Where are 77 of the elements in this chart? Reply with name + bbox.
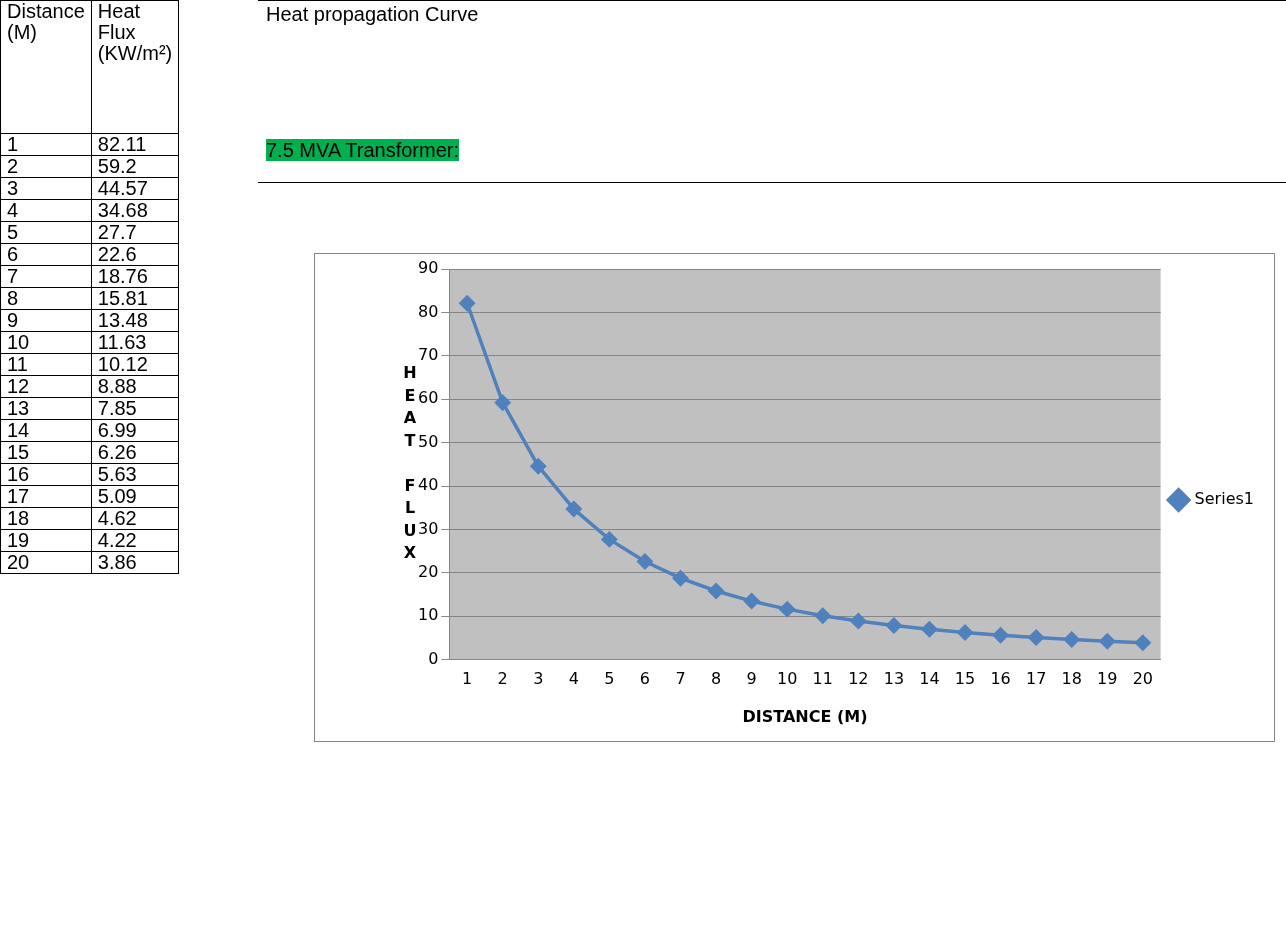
text: 13.48 (97, 309, 148, 331)
category-label: 4 (7, 199, 19, 221)
y-tick-label: 0 (428, 648, 439, 668)
text: 8.88 (97, 375, 137, 397)
category-label: 9 (7, 309, 19, 331)
text: Heat Flux (KW/m²) (91, 0, 179, 134)
legend-label: Series1 (1194, 489, 1255, 509)
text: 44.57 (97, 177, 148, 199)
category-label: 2 (7, 155, 19, 177)
text: 59.2 (97, 155, 137, 177)
category-label: 12 (7, 375, 30, 397)
y-tick-label: 90 (418, 258, 439, 278)
category-label: 13 (7, 397, 30, 419)
x-tick-label: 19 (1097, 669, 1118, 689)
x-tick-label: 17 (1025, 669, 1047, 689)
text: 5.63 (97, 463, 137, 485)
x-tick-label: 3 (533, 669, 544, 689)
x-tick-label: 14 (919, 669, 940, 689)
text: 27.7 (97, 221, 137, 243)
text: 3.86 (97, 551, 137, 573)
category-label: 19 (7, 529, 30, 551)
category-label: 15 (7, 441, 30, 463)
x-tick-label: 15 (954, 669, 976, 689)
x-axis-title: DISTANCE (M) (742, 706, 868, 726)
y-tick-label: 30 (418, 518, 439, 538)
x-tick-label: 10 (777, 669, 798, 689)
category-label: 10 (7, 331, 30, 353)
category-label: 6 (7, 243, 19, 265)
y-tick-label: 80 (418, 301, 439, 321)
x-tick-label: 5 (604, 669, 615, 689)
x-tick-label: 8 (710, 669, 722, 689)
x-tick-label: 13 (883, 669, 905, 689)
chart-title: Heat propagation Curve (266, 3, 479, 26)
category-label: 7 (7, 265, 19, 287)
x-tick-label: 7 (675, 669, 686, 689)
x-tick-label: 2 (497, 669, 508, 689)
text: 18.76 (97, 265, 148, 287)
text: Distance (M) (0, 0, 92, 134)
text: 6.99 (97, 419, 137, 441)
text: 7.5 MVA Transformer: (266, 139, 460, 161)
y-tick-label: 10 (418, 605, 439, 625)
y-tick-label: 40 (418, 475, 439, 495)
category-label: 20 (7, 551, 30, 573)
category-label: 1 (7, 133, 19, 155)
text: 4.22 (97, 529, 137, 551)
x-tick-label: 9 (746, 669, 757, 689)
text: 11.63 (97, 331, 147, 353)
text: 22.6 (97, 243, 137, 265)
category-label: 14 (7, 419, 30, 441)
text: 15.81 (97, 287, 148, 309)
x-tick-label: 6 (639, 669, 651, 689)
y-tick-label: 60 (418, 388, 439, 408)
y-tick-label: 50 (418, 431, 439, 451)
category-label: 17 (7, 485, 30, 507)
x-tick-label: 11 (812, 669, 833, 689)
text: 5.09 (97, 485, 137, 507)
x-tick-label: 12 (848, 669, 869, 689)
x-tick-label: 4 (568, 669, 579, 689)
text: HEAT FLUX (403, 363, 417, 563)
text: 6.26 (97, 441, 137, 463)
category-label: 8 (7, 287, 19, 309)
category-label: 11 (7, 353, 28, 375)
y-tick-label: 70 (418, 344, 439, 364)
x-tick-label: 16 (990, 669, 1011, 689)
x-tick-label: 1 (462, 669, 473, 689)
x-tick-label: 18 (1061, 669, 1082, 689)
text: 34.68 (97, 199, 148, 221)
text: 7.85 (97, 397, 137, 419)
y-tick-label: 20 (418, 561, 439, 581)
category-label: 16 (7, 463, 30, 485)
text: 4.62 (97, 507, 137, 529)
text: 82.11 (97, 133, 147, 155)
text: 10.12 (97, 353, 148, 375)
category-label: 3 (7, 177, 19, 199)
category-label: 5 (7, 221, 19, 243)
x-tick-label: 20 (1132, 669, 1154, 689)
category-label: 18 (7, 507, 30, 529)
